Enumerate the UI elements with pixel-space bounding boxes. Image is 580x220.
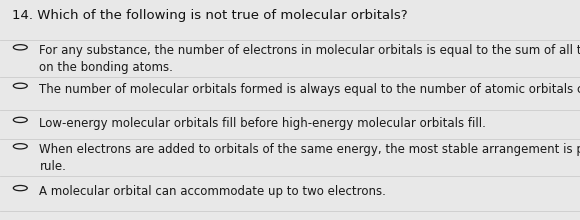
Text: Low-energy molecular orbitals fill before high-energy molecular orbitals fill.: Low-energy molecular orbitals fill befor… — [39, 117, 486, 130]
Text: When electrons are added to orbitals of the same energy, the most stable arrange: When electrons are added to orbitals of … — [39, 143, 580, 173]
Text: The number of molecular orbitals formed is always equal to the number of atomic : The number of molecular orbitals formed … — [39, 82, 580, 95]
Text: For any substance, the number of electrons in molecular orbitals is equal to the: For any substance, the number of electro… — [39, 44, 580, 74]
Text: 14. Which of the following is not true of molecular orbitals?: 14. Which of the following is not true o… — [12, 9, 407, 22]
Text: A molecular orbital can accommodate up to two electrons.: A molecular orbital can accommodate up t… — [39, 185, 386, 198]
